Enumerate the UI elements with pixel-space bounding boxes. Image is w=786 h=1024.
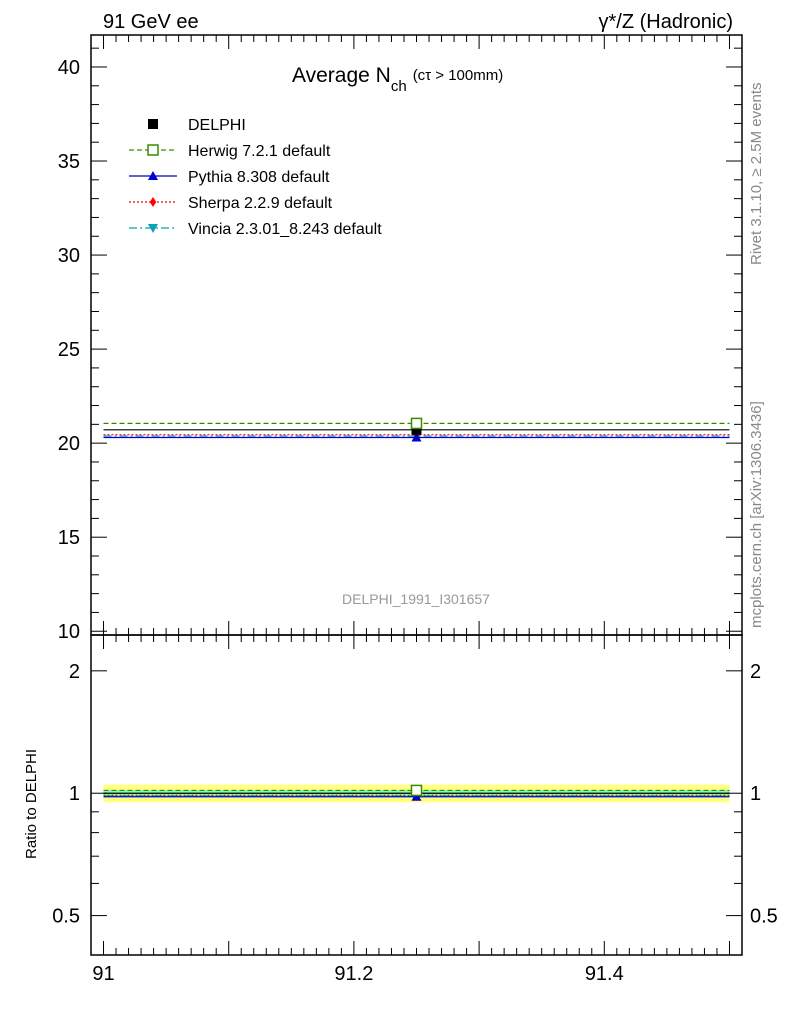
ratio-xtick-label: 91 [92,963,114,985]
ratio-x-ticks: 91 91.2 91.4 [92,635,730,985]
main-series-markers [410,417,423,442]
header-right: γ*/Z (Hadronic) [599,11,733,33]
ratio-ytick-label: 2 [69,661,80,683]
ratio-xtick-label: 91.2 [334,963,373,985]
ratio-series-markers [410,784,423,802]
ratio-y-ticks: 0.5 0.5 1 1 2 2 [52,661,778,956]
ratio-ytick-label-right: 0.5 [750,906,778,928]
main-x-ticks [103,35,730,635]
mcplots-label: mcplots.cern.ch [arXiv:1306.3436] [748,401,765,628]
main-ytick-label: 20 [58,433,80,455]
title-cut: (cτ > 100mm) [413,67,504,84]
main-ytick-label: 10 [58,621,80,643]
ratio-marker-pythia [411,791,422,801]
main-ytick-label: 40 [58,57,80,79]
main-marker-pythia [411,432,422,442]
legend-marker-herwig [147,144,159,156]
ratio-ytick-label-right: 2 [750,661,761,683]
header-left: 91 GeV ee [103,11,199,33]
legend-label-data: DELPHI [188,117,246,134]
chart-title: Average Nch (cτ > 100mm) [292,64,503,95]
main-ytick-label: 30 [58,245,80,267]
analysis-watermark: DELPHI_1991_I301657 [342,591,490,607]
main-marker-data [411,424,422,435]
legend-label-herwig: Herwig 7.2.1 default [188,143,331,160]
legend-label-sherpa: Sherpa 2.2.9 default [188,195,333,212]
ratio-y-label: Ratio to DELPHI [23,749,40,859]
ratio-xtick-label: 91.4 [585,963,624,985]
legend-marker-data [148,119,158,129]
ratio-ytick-label-right: 1 [750,783,761,805]
title-sub: ch [391,78,407,95]
legend-label-pythia: Pythia 8.308 default [188,169,330,186]
main-ytick-label: 35 [58,151,80,173]
ratio-ytick-label: 0.5 [52,906,80,928]
legend-marker-vincia [148,224,158,233]
main-ytick-label: 25 [58,339,80,361]
legend-marker-sherpa [149,197,157,207]
title-main: Average N [292,64,391,87]
legend-label-vincia: Vincia 2.3.01_8.243 default [188,221,382,238]
main-y-ticks: 10 15 20 25 30 35 40 [58,47,742,643]
main-marker-herwig [410,417,423,430]
legend-marker-pythia [148,171,158,180]
ratio-marker-herwig [410,784,423,797]
main-ytick-label: 15 [58,527,80,549]
legend: DELPHI Herwig 7.2.1 default Pythia 8.308 d… [129,117,382,238]
ratio-plot-frame [90,634,743,956]
ratio-ytick-label: 1 [69,783,80,805]
rivet-label: Rivet 3.1.10, ≥ 2.5M events [748,83,765,266]
